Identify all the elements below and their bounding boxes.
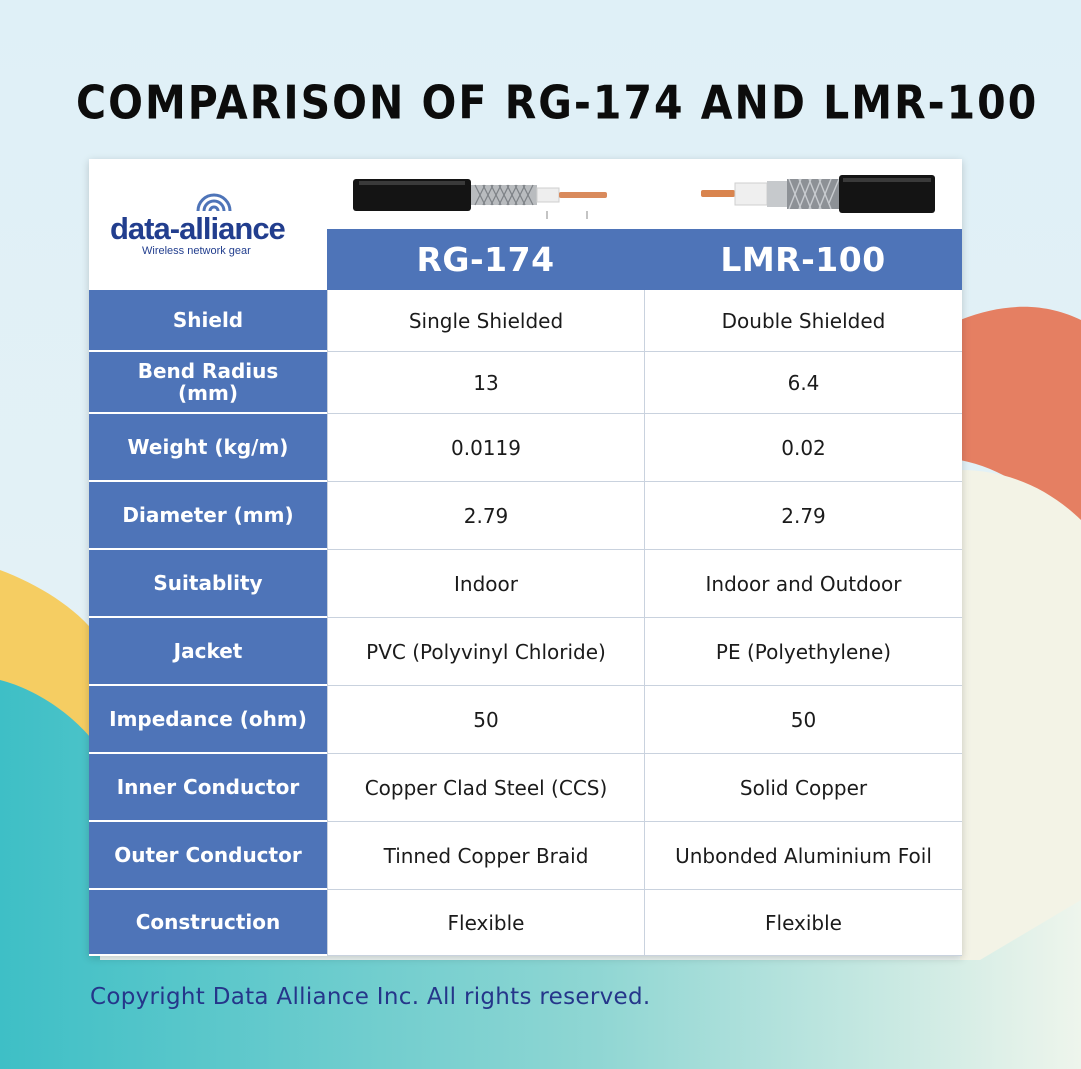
rg174-value: 13	[327, 352, 644, 414]
row-label: Suitablity	[89, 550, 327, 618]
row-label: Jacket	[89, 618, 327, 686]
page-title: Comparison of RG-174 and LMR-100	[76, 76, 1039, 130]
row-label: Outer Conductor	[89, 822, 327, 890]
rg174-value: PVC (Polyvinyl Chloride)	[327, 618, 644, 686]
copyright-notice: Copyright Data Alliance Inc. All rights …	[90, 984, 651, 1010]
lmr100-value: 2.79	[644, 482, 962, 550]
lmr100-value: Solid Copper	[644, 754, 962, 822]
row-label: Diameter (mm)	[89, 482, 327, 550]
row-label: Impedance (ohm)	[89, 686, 327, 754]
table-row: Shield Single Shielded Double Shielded	[89, 290, 962, 352]
rg174-value: 2.79	[327, 482, 644, 550]
lmr100-value: Indoor and Outdoor	[644, 550, 962, 618]
rg174-value: 0.0119	[327, 414, 644, 482]
rg174-value: Single Shielded	[327, 290, 644, 352]
logo-tagline: Wireless network gear	[142, 245, 251, 257]
teal-wave	[0, 680, 1081, 1069]
comparison-table: data-alliance Wireless network gear	[89, 159, 962, 956]
rg174-value: Copper Clad Steel (CCS)	[327, 754, 644, 822]
row-label: Weight (kg/m)	[89, 414, 327, 482]
table-row: Bend Radius (mm) 13 6.4	[89, 352, 962, 414]
row-label: Inner Conductor	[89, 754, 327, 822]
lmr100-value: PE (Polyethylene)	[644, 618, 962, 686]
table-row: Outer Conductor Tinned Copper Braid Unbo…	[89, 822, 962, 890]
column-header-rg174: RG-174	[327, 229, 644, 290]
row-label: Shield	[89, 290, 327, 352]
data-alliance-logo: data-alliance Wireless network gear	[89, 159, 327, 287]
rg174-value: Flexible	[327, 890, 644, 956]
rg174-value: Indoor	[327, 550, 644, 618]
lmr100-value: 6.4	[644, 352, 962, 414]
row-label: Construction	[89, 890, 327, 956]
column-header-lmr100: LMR-100	[644, 229, 962, 290]
row-label: Bend Radius (mm)	[89, 352, 327, 414]
table-row: Impedance (ohm) 50 50	[89, 686, 962, 754]
lmr100-value: 50	[644, 686, 962, 754]
lmr100-value: Unbonded Aluminium Foil	[644, 822, 962, 890]
table-row: Diameter (mm) 2.79 2.79	[89, 482, 962, 550]
lmr100-value: Double Shielded	[644, 290, 962, 352]
table-row: Weight (kg/m) 0.0119 0.02	[89, 414, 962, 482]
rg174-cable-image	[353, 179, 607, 219]
lmr100-value: Flexible	[644, 890, 962, 956]
table-row: Construction Flexible Flexible	[89, 890, 962, 956]
table-row: Jacket PVC (Polyvinyl Chloride) PE (Poly…	[89, 618, 962, 686]
lmr100-cable-image	[701, 175, 935, 213]
rg174-value: 50	[327, 686, 644, 754]
table-row: Suitablity Indoor Indoor and Outdoor	[89, 550, 962, 618]
lmr100-value: 0.02	[644, 414, 962, 482]
yellow-wave	[0, 570, 100, 760]
rg174-value: Tinned Copper Braid	[327, 822, 644, 890]
table-row: Inner Conductor Copper Clad Steel (CCS) …	[89, 754, 962, 822]
wifi-waves-icon	[196, 193, 232, 212]
logo-wordmark: data-alliance	[110, 211, 286, 246]
